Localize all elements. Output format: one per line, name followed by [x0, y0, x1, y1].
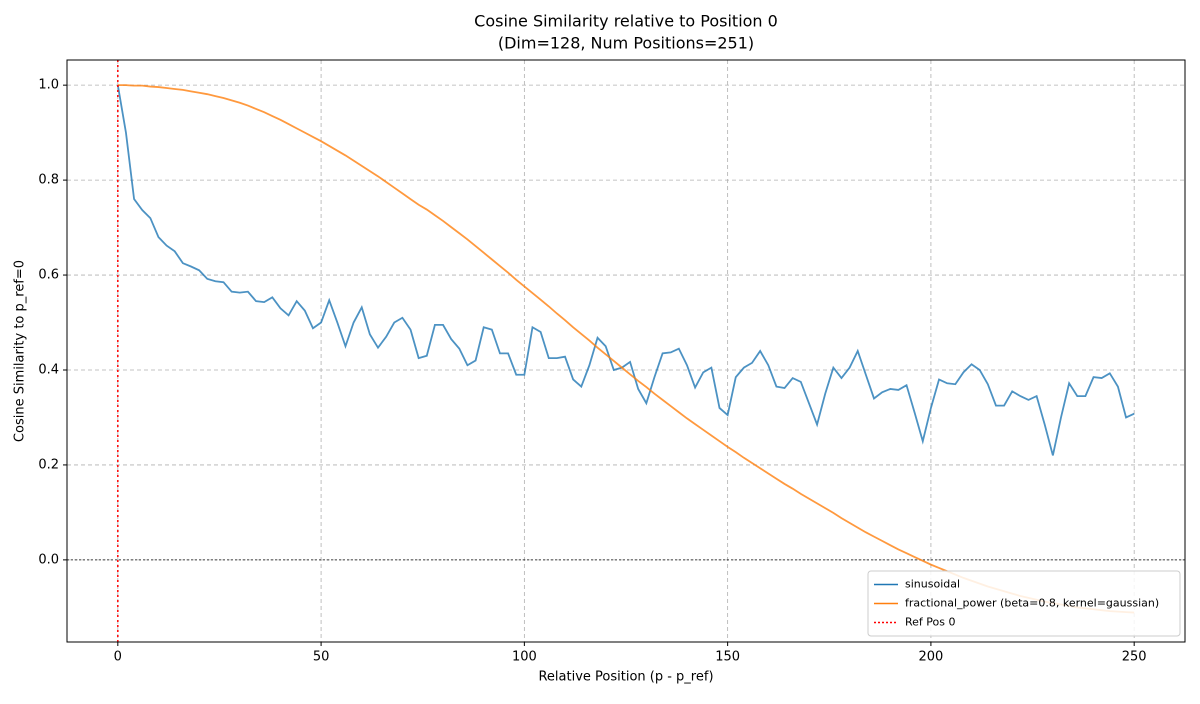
y-tick-label: 0.2 [38, 457, 59, 472]
legend-label: sinusoidal [905, 578, 960, 591]
x-tick-label: 0 [114, 650, 122, 665]
legend-box [867, 570, 1181, 637]
series-line [116, 85, 1135, 456]
x-axis-label: Relative Position (p - p_ref) [538, 670, 713, 685]
legend-label: Ref Pos 0 [905, 616, 955, 629]
legend-label: fractional_power (beta=0.8, kernel=gauss… [905, 597, 1159, 610]
legend: sinusoidal fractional_power (beta=0.8, ke… [867, 570, 1181, 637]
x-tick-label: 100 [512, 650, 537, 665]
chart-subtitle: (Dim=128, Num Positions=251) [498, 34, 754, 53]
x-tick-label: 50 [313, 650, 330, 665]
chart-title: Cosine Similarity relative to Position 0 [474, 12, 778, 31]
y-tick-label: 0.4 [38, 362, 59, 377]
x-tick-label: 200 [918, 650, 943, 665]
x-tick-label: 250 [1122, 650, 1147, 665]
y-tick-label: 0.8 [38, 173, 59, 188]
y-tick-label: 0.0 [38, 552, 59, 567]
y-axis-label: Cosine Similarity to p_ref=0 [13, 260, 28, 442]
y-tick-label: 0.6 [38, 268, 59, 283]
x-tick-label: 150 [715, 650, 740, 665]
plot-frame [66, 59, 1186, 643]
series-line [117, 84, 1135, 614]
y-tick-label: 1.0 [38, 78, 59, 93]
